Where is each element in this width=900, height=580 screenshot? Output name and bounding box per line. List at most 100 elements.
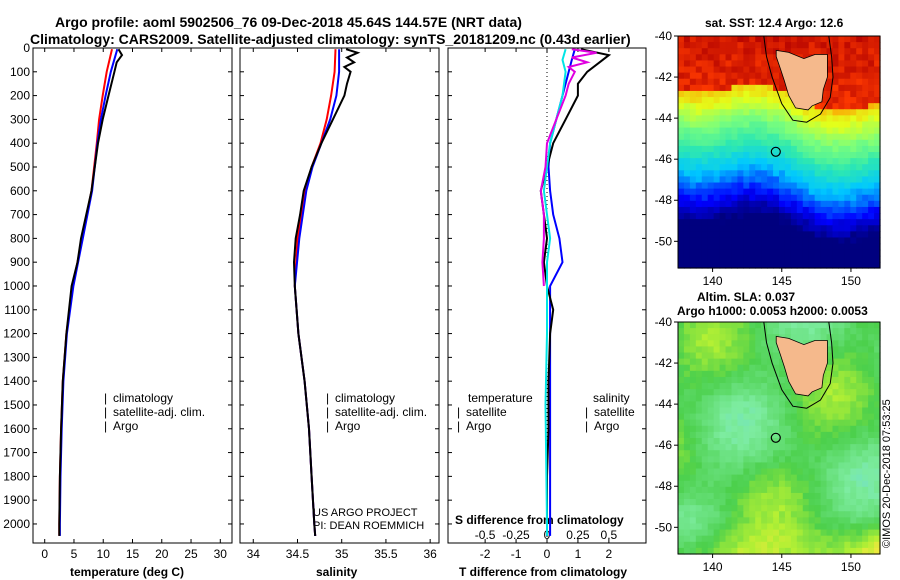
map-cell [779,194,786,202]
map-cell [814,389,822,396]
map-cell [695,255,703,263]
map-cell [701,109,709,116]
map-cell [826,480,834,488]
map-cell [773,103,780,110]
map-cell [868,109,875,116]
map-cell [868,127,875,135]
map-cell [820,42,828,49]
map-cell [678,188,685,196]
map-cell [749,97,756,104]
map-cell [856,444,863,451]
map-cell [755,383,762,390]
map-cell [761,127,768,135]
map-cell [773,535,780,543]
map-cell [713,474,721,482]
map-cell [826,322,834,329]
map-cell [767,480,774,488]
map-cell [695,450,703,457]
map-cell [701,60,709,68]
map-cell [820,456,828,464]
map-cell [749,499,756,506]
map-cell [743,60,750,68]
map-cell [844,90,851,98]
map-cell [832,450,840,457]
map-cell [790,322,798,329]
map-cell [743,127,750,135]
map-cell [719,36,727,43]
lat-tick-label: -44 [655,111,673,125]
map-cell [832,90,840,98]
map-cell [832,541,840,549]
map-cell [856,322,863,329]
map-cell [862,450,869,457]
map-cell [868,188,875,196]
map-cell [826,188,834,196]
map-cell [808,529,816,537]
map-cell [678,194,685,202]
map-cell [755,456,762,464]
map-cell [868,200,875,208]
map-cell [874,42,881,49]
map-cell [737,541,744,549]
map-cell [874,176,881,184]
map-cell [689,152,697,159]
map-cell [701,237,709,245]
map-cell [850,206,857,214]
map-cell [790,401,798,409]
map-cell [832,438,840,445]
map-cell [731,541,739,549]
map-cell [868,364,875,372]
map-cell [868,505,875,512]
map-cell [826,139,834,147]
map-cell [707,158,715,165]
map-cell [737,511,744,518]
map-cell [713,407,721,415]
map-cell [844,352,851,360]
map-cell [862,499,869,506]
map-cell [820,206,828,214]
map-cell [731,42,739,49]
map-cell [832,401,840,409]
legend-s-satellite: satellite [594,405,635,419]
map-cell [761,237,768,245]
map-cell [832,42,840,49]
map-cell [683,152,691,159]
map-cell [832,72,840,80]
map-cell [731,492,739,500]
map-cell [808,225,816,232]
x-tick-label: 35.5 [374,547,398,561]
map-cell [868,255,875,263]
map-cell [820,376,828,384]
map-cell [761,182,768,190]
map-cell [678,170,685,178]
map-cell [838,48,845,55]
map-cell [737,90,744,98]
map-cell [689,60,697,68]
map-cell [689,486,697,494]
map-cell [683,376,691,384]
map-cell [749,42,756,49]
map-cell [826,505,834,512]
map-cell [743,523,750,531]
map-cell [868,395,875,402]
map-cell [844,523,851,531]
map-cell [749,170,756,178]
map-cell [820,334,828,341]
map-cell [779,376,786,384]
map-cell [761,340,768,348]
map-cell [695,97,703,104]
map-cell [743,456,750,464]
map-cell [773,456,780,464]
map-cell [826,364,834,372]
map-cell [767,255,774,263]
map-cell [790,152,798,159]
map-cell [808,243,816,251]
map-cell [713,225,721,232]
map-cell [731,54,739,62]
map-cell [850,103,857,110]
map-cell [689,225,697,232]
map-cell [832,407,840,415]
map-cell [713,364,721,372]
map-cell [802,36,810,43]
map-cell [773,383,780,390]
